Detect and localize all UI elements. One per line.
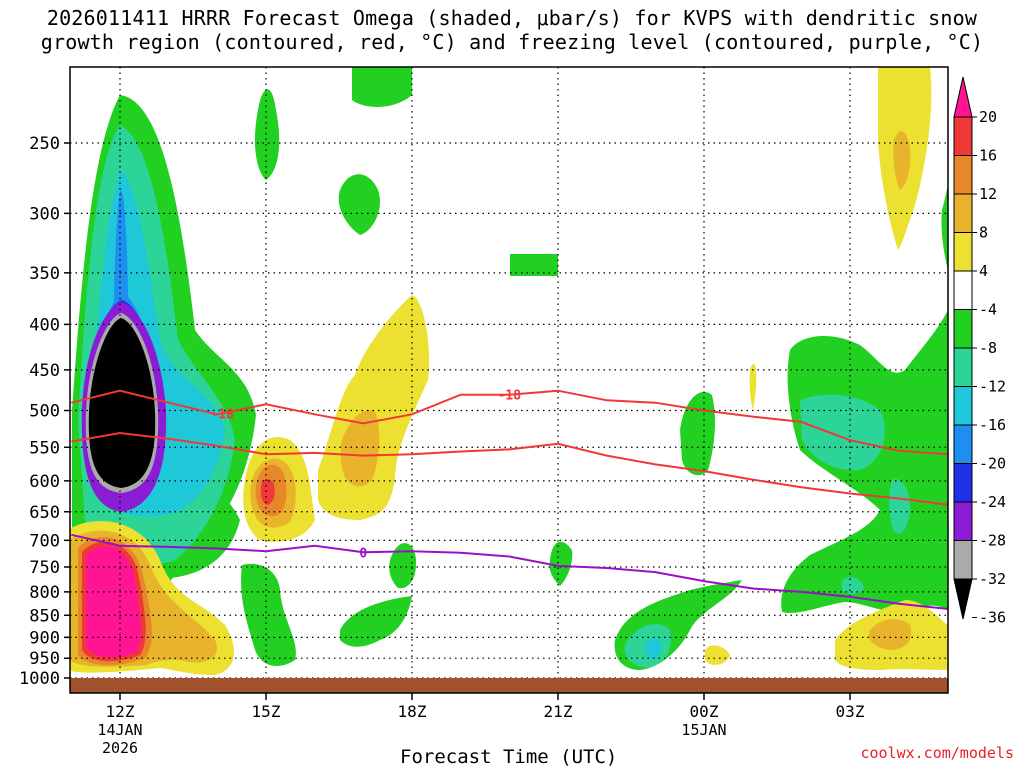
omega-region-red-1 xyxy=(260,479,275,505)
omega-region-green-5 xyxy=(510,254,558,276)
omega-region-blue-upper xyxy=(114,190,128,323)
omega-region-gold-6 xyxy=(893,131,911,190)
colorbar-swatch-2 xyxy=(953,155,973,195)
colorbar-label-5: -4 xyxy=(979,301,997,319)
contour-freezing-level xyxy=(71,533,948,610)
colorbar-swatch-5 xyxy=(953,270,973,310)
y-tick-label-600: 600 xyxy=(29,472,60,492)
chart-title: 2026011411 HRRR Forecast Omega (shaded, … xyxy=(0,6,1024,54)
omega-region-teal-right-3 xyxy=(842,577,864,595)
colorbar-label-12: -32 xyxy=(979,570,1006,588)
colorbar-label-11: -28 xyxy=(979,532,1006,550)
colorbar-swatch-9 xyxy=(953,424,973,464)
y-tick-label-350: 350 xyxy=(29,264,60,284)
omega-region-yellow-3 xyxy=(749,364,757,410)
y-tick-label-800: 800 xyxy=(29,583,60,603)
omega-region-blue-2 xyxy=(645,638,662,659)
omega-region-green-7 xyxy=(389,543,417,589)
y-tick-label-850: 850 xyxy=(29,606,60,626)
y-tick-label-700: 700 xyxy=(29,531,60,551)
omega-shading xyxy=(70,67,948,675)
colorbar-label-7: -12 xyxy=(979,378,1006,396)
contour-label-dgz-top-0: -18 xyxy=(210,407,234,422)
omega-region-green-10 xyxy=(680,391,715,476)
omega-region-gold-2 xyxy=(340,410,380,487)
x-tick-year-12Z: 2026 xyxy=(102,739,138,757)
omega-region-green-9 xyxy=(549,541,573,586)
colorbar-label-10: -24 xyxy=(979,493,1006,511)
colorbar-label-3: 8 xyxy=(979,224,988,242)
omega-region-gold-5 xyxy=(869,618,912,650)
colorbar-label-13: -36 xyxy=(979,609,1006,627)
y-tick-label-500: 500 xyxy=(29,402,60,422)
colorbar-label-2: 12 xyxy=(979,185,997,203)
colorbar-cap-top xyxy=(953,76,973,118)
y-tick-label-550: 550 xyxy=(29,438,60,458)
omega-region-yellow-4 xyxy=(705,645,730,665)
x-tick-label-03Z: 03Z xyxy=(836,702,865,721)
y-tick-label-900: 900 xyxy=(29,628,60,648)
omega-region-green-3 xyxy=(338,174,380,235)
chart-title-line-2: growth region (contoured, red, °C) and f… xyxy=(40,30,984,54)
contour-dgz-top xyxy=(71,389,948,456)
plot-frame xyxy=(69,66,949,694)
y-tick-label-250: 250 xyxy=(29,134,60,154)
omega-region-teal-right-2 xyxy=(889,479,910,534)
omega-region-magenta-low xyxy=(86,546,141,658)
x-tick-date-12Z: 14JAN xyxy=(97,721,142,739)
x-tick-label-15Z: 15Z xyxy=(252,702,281,721)
colorbar-label-9: -20 xyxy=(979,455,1006,473)
colorbar-swatch-11 xyxy=(953,501,973,541)
contour-label-freezing-level-0: 0 xyxy=(359,546,367,561)
colorbar-swatch-6 xyxy=(953,309,973,349)
omega-region-green-right-edge xyxy=(941,180,948,270)
x-axis-title: Forecast Time (UTC) xyxy=(400,746,618,768)
colorbar-cap-bottom xyxy=(953,578,973,620)
credit-link[interactable]: coolwx.com/models xyxy=(860,744,1014,762)
colorbar-swatch-3 xyxy=(953,193,973,233)
colorbar-swatch-8 xyxy=(953,386,973,426)
ground-terrain xyxy=(70,678,948,693)
colorbar-label-8: -16 xyxy=(979,416,1006,434)
chart-title-line-1: 2026011411 HRRR Forecast Omega (shaded, … xyxy=(46,6,978,30)
contour-lines: -18 -18 0 xyxy=(71,389,948,610)
colorbar-label-4: 4 xyxy=(979,262,988,280)
omega-colorbar: 20 16 12 8 4 -4 -8 -12 -16 -20 -24 -28 -32 -36 xyxy=(953,76,1006,627)
contour-dgz-bottom xyxy=(71,431,948,506)
y-tick-label-750: 750 xyxy=(29,558,60,578)
y-tick-label-300: 300 xyxy=(29,204,60,224)
omega-region-green-8 xyxy=(340,596,412,647)
y-axis: 2503003504004505005506006507007508008509… xyxy=(19,134,70,689)
contour-label-dgz-top-1: -18 xyxy=(498,389,522,404)
y-tick-label-950: 950 xyxy=(29,649,60,669)
colorbar-swatch-7 xyxy=(953,347,973,387)
colorbar-label-1: 16 xyxy=(979,147,997,165)
colorbar-swatch-4 xyxy=(953,232,973,272)
omega-region-green-2 xyxy=(254,89,280,180)
x-tick-label-12Z: 12Z xyxy=(106,702,135,721)
omega-region-black xyxy=(88,318,156,488)
x-tick-label-18Z: 18Z xyxy=(398,702,427,721)
y-tick-label-400: 400 xyxy=(29,315,60,335)
omega-region-green-4 xyxy=(352,67,412,107)
colorbar-swatch-12 xyxy=(953,540,973,580)
x-tick-label-21Z: 21Z xyxy=(544,702,573,721)
colorbar-swatch-1 xyxy=(953,116,973,156)
y-tick-label-1000: 1000 xyxy=(19,669,60,689)
x-tick-label-00Z: 00Z xyxy=(690,702,719,721)
colorbar-label-6: -8 xyxy=(979,339,997,357)
y-tick-label-650: 650 xyxy=(29,503,60,523)
colorbar-swatch-10 xyxy=(953,463,973,503)
colorbar-label-0: 20 xyxy=(979,108,997,126)
x-tick-date-00Z: 15JAN xyxy=(681,721,726,739)
omega-region-teal-right xyxy=(800,394,885,471)
y-tick-label-450: 450 xyxy=(29,361,60,381)
